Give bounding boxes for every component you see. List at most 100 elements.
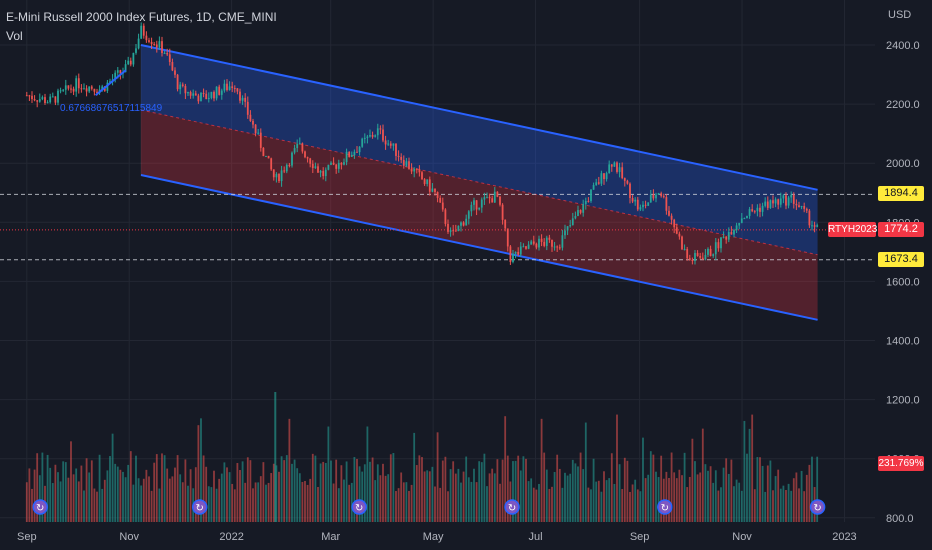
- volume-bar: [460, 482, 462, 522]
- volume-bar: [330, 460, 332, 522]
- volume-bar: [197, 425, 200, 522]
- candle-body: [603, 173, 605, 180]
- candle-body: [101, 86, 104, 90]
- volume-bar: [735, 479, 738, 522]
- candle-body: [400, 156, 403, 160]
- candle-body: [543, 241, 546, 246]
- candle-body: [233, 87, 236, 89]
- volume-bar: [678, 469, 681, 522]
- channel-upper-line: [140, 44, 818, 191]
- volume-bar: [600, 491, 603, 522]
- candle-body: [236, 88, 239, 92]
- volume-bar: [25, 482, 28, 522]
- candle-body: [176, 74, 179, 90]
- volume-bar: [444, 456, 447, 522]
- candle-body: [457, 225, 460, 232]
- volume-bar: [644, 478, 647, 522]
- candle-body: [478, 207, 481, 210]
- candle-body: [371, 135, 374, 137]
- candle-body: [246, 101, 249, 115]
- volume-bar: [701, 428, 704, 522]
- volume-bar: [350, 482, 353, 522]
- candle-body: [166, 52, 169, 55]
- candle-body: [571, 218, 574, 226]
- candle-body: [148, 40, 150, 42]
- candle-body: [345, 151, 348, 163]
- candle-body: [590, 189, 592, 202]
- candle-body: [187, 92, 189, 94]
- candle-body: [423, 179, 426, 184]
- candle-body: [410, 168, 413, 172]
- candle-body: [38, 99, 41, 102]
- volume-bar: [774, 476, 777, 522]
- candle-body: [119, 70, 122, 74]
- volume-bar: [805, 474, 808, 522]
- candle-body: [421, 172, 423, 180]
- volume-bar: [174, 467, 176, 522]
- candle-body: [431, 188, 434, 192]
- volume-bar: [657, 477, 660, 522]
- volume-bar: [270, 473, 273, 522]
- candle-body: [670, 215, 673, 220]
- volume-bar: [675, 478, 678, 522]
- candle-body: [57, 90, 59, 103]
- candle-body: [558, 247, 561, 249]
- time-tick: Jul: [528, 531, 542, 543]
- volume-bar: [761, 465, 764, 522]
- candle-body: [548, 237, 551, 240]
- volume-bar: [434, 486, 436, 522]
- channel-lower-line: [140, 174, 818, 321]
- candle-body: [792, 195, 795, 204]
- volume-bar: [436, 432, 439, 522]
- volume-bar: [759, 457, 761, 522]
- volume-bar: [681, 475, 683, 522]
- candle-body: [278, 173, 280, 182]
- candle-body: [304, 151, 306, 158]
- volume-bar: [252, 488, 254, 522]
- candle-body: [499, 196, 501, 205]
- volume-bar: [88, 472, 91, 522]
- volume-bar: [688, 476, 691, 522]
- volume-bar: [514, 460, 517, 522]
- volume-bar: [665, 471, 668, 522]
- volume-bar: [712, 482, 715, 522]
- candle-body: [782, 195, 785, 199]
- volume-bar: [551, 486, 553, 522]
- volume-bar: [189, 469, 192, 522]
- volume-bar: [439, 487, 442, 522]
- volume-bar: [262, 462, 265, 522]
- volume-bar: [704, 464, 707, 522]
- volume-bar: [306, 484, 309, 522]
- rollover-icon: [809, 499, 826, 515]
- candle-body: [70, 88, 72, 90]
- candle-body: [163, 52, 166, 54]
- candle-body: [668, 210, 670, 216]
- candle-body: [31, 95, 33, 100]
- volume-bar: [473, 468, 475, 522]
- volume-bar: [181, 482, 184, 522]
- volume-bar: [244, 482, 247, 522]
- volume-bar: [746, 453, 748, 522]
- volume-bar: [779, 488, 782, 522]
- volume-bar: [106, 470, 109, 522]
- candle-body: [262, 147, 265, 157]
- candle-body: [488, 196, 491, 199]
- candle-body: [701, 257, 704, 260]
- volume-bar: [278, 471, 280, 522]
- volume-bar: [561, 487, 564, 522]
- volume-bar: [740, 490, 743, 522]
- candle-body: [686, 249, 689, 259]
- candle-body: [691, 259, 694, 262]
- candle-body: [462, 222, 465, 226]
- candle-body: [387, 143, 390, 145]
- volume-bar: [579, 452, 582, 522]
- candle-body: [197, 95, 200, 102]
- volume-bar: [795, 472, 798, 522]
- volume-bar: [428, 471, 431, 522]
- volume-bar: [168, 478, 171, 522]
- volume-bar: [236, 463, 239, 522]
- volume-bar: [499, 483, 501, 522]
- rollover-icon: [504, 499, 520, 515]
- rollover-icon-glyph: ↻: [813, 503, 821, 514]
